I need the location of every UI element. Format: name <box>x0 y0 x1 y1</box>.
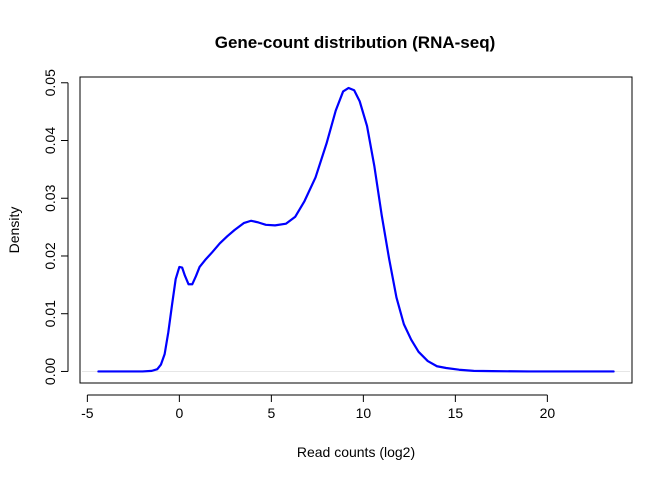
x-axis-label: Read counts (log2) <box>297 444 415 460</box>
x-tick-label: 5 <box>267 405 275 421</box>
x-tick-label: 15 <box>448 405 464 421</box>
x-axis: -5 0 5 10 15 20 <box>81 394 556 421</box>
y-tick-label: 0.05 <box>42 69 58 96</box>
x-tick-label: 10 <box>356 405 372 421</box>
y-axis: 0.00 0.01 0.02 0.03 0.04 0.05 <box>42 69 69 385</box>
plot-frame <box>79 76 633 384</box>
y-axis-label: Density <box>6 207 22 254</box>
y-tick-label: 0.00 <box>42 358 58 385</box>
density-curve <box>97 86 615 373</box>
chart-title: Gene-count distribution (RNA-seq) <box>215 33 495 52</box>
y-tick-label: 0.01 <box>42 300 58 327</box>
x-tick-label: 0 <box>175 405 183 421</box>
y-tick-label: 0.02 <box>42 242 58 269</box>
y-tick-label: 0.04 <box>42 127 58 154</box>
x-tick-label: 20 <box>540 405 556 421</box>
y-tick-label: 0.03 <box>42 184 58 211</box>
x-tick-label: -5 <box>81 405 94 421</box>
